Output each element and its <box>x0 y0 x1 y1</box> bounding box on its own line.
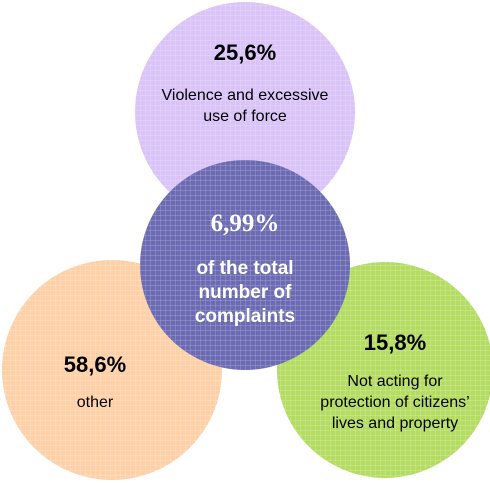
top-percent: 25,6% <box>213 40 277 65</box>
left-label: other <box>76 394 114 411</box>
circle-top <box>135 2 355 222</box>
right-label: Not acting for protection of citizens’ l… <box>320 373 470 432</box>
top-label: Violence and excessive use of force <box>161 87 329 125</box>
right-percent: 15,8% <box>363 330 427 355</box>
center-label: of the total number of complaints <box>194 258 296 327</box>
center-percent: 6,99% <box>210 210 280 237</box>
left-percent: 58,6% <box>63 352 127 377</box>
circle-center <box>140 160 350 370</box>
